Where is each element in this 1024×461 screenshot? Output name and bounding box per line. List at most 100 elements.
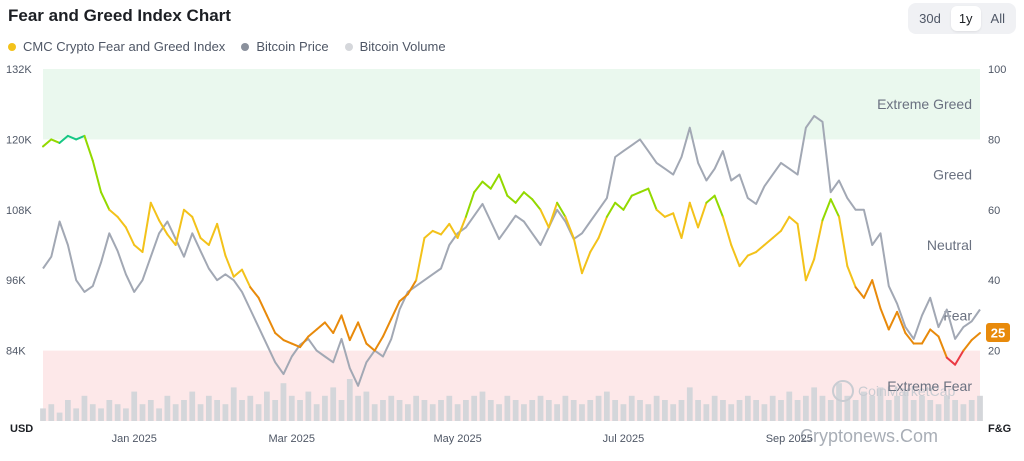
fear-greed-segment xyxy=(232,268,244,278)
bitcoin-price-series xyxy=(42,114,981,387)
volume-bar xyxy=(819,395,826,421)
legend-bitcoin-price[interactable]: Bitcoin Price xyxy=(241,39,329,54)
fear-greed-segment xyxy=(241,268,252,289)
x-axis: Jan 2025 Mar 2025 May 2025 Jul 2025 Sep … xyxy=(112,433,813,445)
volume-bar xyxy=(761,404,768,421)
volume-bar xyxy=(98,408,104,421)
zone-labels: Extreme Greed Greed Neutral Fear Extreme… xyxy=(877,96,972,394)
fear-greed-segment xyxy=(605,201,617,218)
fear-greed-segment xyxy=(630,191,642,197)
fear-greed-segment xyxy=(531,198,542,211)
current-value-label: 25 xyxy=(991,326,1005,341)
volume-bar xyxy=(902,391,909,421)
fear-greed-segment xyxy=(66,134,78,141)
fear-greed-segment xyxy=(448,222,459,239)
fear-greed-segment xyxy=(713,194,724,218)
fear-greed-segment xyxy=(124,226,136,246)
volume-bar xyxy=(471,395,478,421)
volume-bar xyxy=(960,404,967,421)
left-tick-label: 84K xyxy=(6,346,26,358)
fear-greed-segment xyxy=(755,244,766,254)
volume-bar xyxy=(595,395,602,421)
volume-bar xyxy=(811,387,818,421)
volume-bar xyxy=(927,400,934,421)
current-value-badge-bg xyxy=(986,323,1010,342)
zone-label-greed: Greed xyxy=(933,167,972,183)
volume-bar xyxy=(579,404,585,421)
fear-greed-segment xyxy=(589,236,600,254)
volume-bar xyxy=(753,400,759,421)
fear-greed-segment xyxy=(108,208,119,218)
fear-greed-segment xyxy=(357,321,368,345)
volume-bar xyxy=(587,400,594,421)
right-tick-label: 80 xyxy=(988,134,1000,146)
left-axis-unit: USD xyxy=(10,423,33,435)
volume-bar xyxy=(429,404,436,421)
fear-greed-segment xyxy=(920,328,932,345)
volume-bar xyxy=(919,395,925,421)
volume-bar xyxy=(628,395,635,421)
volume-bar xyxy=(222,404,229,421)
fear-greed-segment xyxy=(489,173,501,190)
fear-greed-segment xyxy=(58,134,69,144)
volume-bar xyxy=(114,404,121,421)
right-axis-unit: F&G xyxy=(988,423,1011,435)
volume-bar xyxy=(197,404,204,421)
right-tick-label: 100 xyxy=(988,64,1006,76)
volume-bar xyxy=(172,404,179,421)
fear-greed-segment xyxy=(116,215,127,229)
volume-bar xyxy=(645,404,652,421)
fear-greed-segment xyxy=(440,222,451,236)
volume-bar xyxy=(537,395,544,421)
fear-greed-segment xyxy=(556,201,567,218)
volume-bar xyxy=(794,400,801,421)
volume-bar xyxy=(653,395,660,421)
fear-greed-segment xyxy=(182,208,194,218)
volume-bar xyxy=(670,404,677,421)
volume-bar xyxy=(487,400,494,421)
volume-bar xyxy=(861,391,867,421)
fear-greed-segment xyxy=(813,219,824,261)
right-axis: 100 80 60 40 20 F&G xyxy=(988,64,1011,435)
current-value-badge: 25 xyxy=(986,323,1010,342)
x-tick-label: Jul 2025 xyxy=(603,433,645,445)
fear-greed-segment xyxy=(315,321,326,331)
page-title: Fear and Greed Index Chart xyxy=(8,6,231,25)
fear-greed-segment xyxy=(75,134,86,141)
fear-greed-segment xyxy=(216,222,227,257)
fear-greed-segment xyxy=(655,208,666,218)
range-1y-button[interactable]: 1y xyxy=(950,6,981,31)
fear-greed-segment xyxy=(788,215,799,225)
fear-greed-segment xyxy=(481,180,492,190)
fear-greed-segment xyxy=(614,201,625,211)
range-30d-button[interactable]: 30d xyxy=(919,11,941,26)
volume-bar xyxy=(48,404,55,421)
x-tick-label: Mar 2025 xyxy=(269,433,315,445)
volume-bar xyxy=(454,404,461,421)
volume-bar xyxy=(280,383,287,421)
range-all-button[interactable]: All xyxy=(990,11,1005,26)
fear-greed-segment xyxy=(514,191,525,204)
legend-fear-greed-dot xyxy=(8,42,16,51)
fear-greed-segment xyxy=(771,229,782,239)
fear-greed-segment xyxy=(871,279,882,310)
fear-greed-segment xyxy=(398,293,409,303)
zone-label-neutral: Neutral xyxy=(927,237,972,253)
volume-bar xyxy=(156,408,162,421)
left-tick-label: 120K xyxy=(6,134,32,146)
fear-greed-segment xyxy=(323,321,335,334)
volume-bar xyxy=(338,400,345,421)
fear-greed-series xyxy=(42,134,981,366)
fear-greed-segment xyxy=(730,244,741,268)
coinmarketcap-watermark: CoinMarketCap xyxy=(858,383,955,399)
fear-greed-segment xyxy=(522,191,534,201)
fear-greed-segment xyxy=(887,310,899,331)
volume-bar xyxy=(662,400,668,421)
legend-fear-greed[interactable]: CMC Crypto Fear and Greed Index xyxy=(8,39,225,54)
volume-bar xyxy=(695,400,701,421)
volume-bar xyxy=(686,387,693,421)
legend-bitcoin-volume[interactable]: Bitcoin Volume xyxy=(344,39,446,54)
cryptonews-watermark: Cryptonews.Com xyxy=(800,426,938,446)
fear-greed-segment xyxy=(779,215,791,232)
